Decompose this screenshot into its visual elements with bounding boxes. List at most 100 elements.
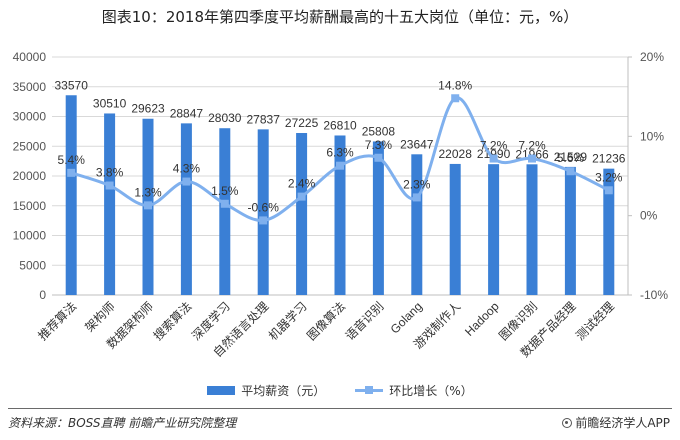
left-tick-label: 5000: [19, 258, 46, 272]
category-label: 测试经理: [572, 299, 617, 344]
bar-value-label: 21529: [554, 150, 588, 164]
bar-value-label: 27837: [247, 112, 281, 126]
growth-point: [451, 94, 460, 103]
bar: [488, 164, 500, 295]
growth-value-label: 3.2%: [595, 170, 623, 184]
growth-value-label: 14.8%: [438, 78, 472, 92]
growth-point: [374, 153, 383, 162]
bar-value-label: 29623: [131, 102, 165, 116]
growth-value-label: 2.4%: [288, 177, 316, 191]
bar: [65, 95, 77, 295]
bar: [411, 154, 423, 295]
growth-point: [412, 193, 421, 202]
source-note: 资料来源：BOSS直聘 前瞻产业研究院整理: [8, 416, 237, 430]
credit: 前瞻经济学人APP: [562, 414, 670, 431]
left-tick-label: 10000: [13, 229, 47, 243]
growth-point: [182, 177, 191, 186]
growth-value-label: 6.3%: [326, 146, 354, 160]
bar-value-label: 22028: [439, 147, 473, 161]
left-tick-label: 40000: [13, 50, 47, 64]
growth-point: [528, 154, 536, 163]
credit-text: 前瞻经济学人APP: [575, 416, 670, 430]
right-axis-ticks: -10% 0% 10% 20%: [628, 50, 668, 302]
bar: [564, 166, 576, 295]
bar: [334, 135, 346, 295]
bar: [257, 129, 269, 295]
legend: 平均薪资（元） 环比增长（%）: [0, 382, 680, 399]
line-series: [67, 94, 613, 225]
bar-value-label: 26810: [323, 118, 357, 132]
bar-data-labels: 33570 30510 29623 28847 28030 27837 27225 26810…: [55, 78, 626, 165]
bar: [296, 133, 308, 295]
growth-value-label: 3.8%: [96, 166, 124, 180]
left-tick-label: 30000: [13, 110, 47, 124]
growth-point: [566, 167, 575, 176]
growth-point: [259, 216, 268, 225]
growth-value-label: 7.3%: [365, 138, 393, 152]
left-tick-label: 0: [39, 288, 46, 302]
bar-value-label: 21236: [592, 152, 626, 166]
growth-value-label: 2.3%: [403, 177, 431, 191]
category-label: 机器学习: [265, 299, 310, 344]
legend-label-line: 环比增长（%）: [389, 384, 473, 398]
right-tick-label: -10%: [640, 288, 668, 302]
left-tick-label: 25000: [13, 139, 47, 153]
legend-label-bar: 平均薪资（元）: [241, 384, 326, 398]
growth-value-label: 1.5%: [211, 184, 239, 198]
bar: [372, 141, 384, 295]
legend-item-bar: 平均薪资（元）: [207, 382, 325, 399]
growth-point: [220, 199, 229, 208]
bar: [526, 164, 538, 295]
line-data-labels: 5.4% 3.8% 1.3% 4.3% 1.5% -0.6% 2.4% 6.3% 7.3% 2.3…: [58, 78, 623, 214]
growth-value-label: 7.2%: [518, 139, 546, 153]
growth-point: [67, 168, 76, 177]
left-tick-label: 15000: [13, 199, 47, 213]
legend-swatch-bar: [207, 386, 236, 395]
category-label: 语音识别: [342, 299, 387, 344]
right-tick-label: 20%: [640, 50, 664, 64]
category-label: Golang: [388, 299, 425, 336]
growth-value-label: 5.6%: [557, 151, 585, 165]
bar-value-label: 21990: [477, 147, 511, 161]
right-tick-label: 0%: [640, 209, 658, 223]
growth-point: [105, 181, 114, 190]
chart-title: 图表10：2018年第四季度平均薪酬最高的十五大岗位（单位：元，%）: [101, 8, 579, 26]
bar-value-label: 27225: [285, 116, 319, 130]
left-axis-ticks: 0 5000 10000 15000 20000 25000 30000 35000 40000: [13, 50, 47, 302]
growth-value-label: -0.6%: [248, 200, 280, 214]
bar-value-label: 28030: [208, 111, 242, 125]
bar: [104, 113, 116, 295]
growth-value-label: 5.4%: [58, 153, 86, 167]
growth-value-label: 7.2%: [480, 139, 508, 153]
footer-divider: [8, 408, 672, 409]
left-tick-label: 20000: [13, 169, 47, 183]
bar: [603, 168, 615, 295]
bar-value-label: 25808: [362, 124, 396, 138]
category-label: 架构师: [82, 299, 118, 335]
growth-point: [336, 161, 344, 170]
category-label: 推荐算法: [35, 299, 80, 344]
bar: [180, 123, 192, 295]
left-tick-label: 35000: [13, 80, 47, 94]
bar-value-label: 30510: [93, 96, 127, 110]
growth-line: [70, 96, 610, 222]
growth-point: [489, 154, 498, 163]
growth-point: [144, 201, 152, 210]
legend-item-line: 环比增长（%）: [355, 382, 473, 399]
brand-icon: [562, 417, 573, 428]
growth-value-label: 4.3%: [173, 162, 201, 176]
bar: [449, 163, 461, 295]
category-label: 搜索算法: [150, 299, 195, 344]
bar-value-label: 23647: [400, 137, 434, 151]
bar: [219, 128, 231, 295]
growth-point: [604, 186, 613, 195]
bar-value-label: 33570: [55, 78, 89, 92]
category-label: 图像算法: [304, 299, 349, 344]
growth-point: [297, 192, 306, 201]
growth-value-label: 1.3%: [134, 185, 162, 199]
legend-swatch-line: [355, 386, 384, 395]
right-tick-label: 10%: [640, 129, 664, 143]
